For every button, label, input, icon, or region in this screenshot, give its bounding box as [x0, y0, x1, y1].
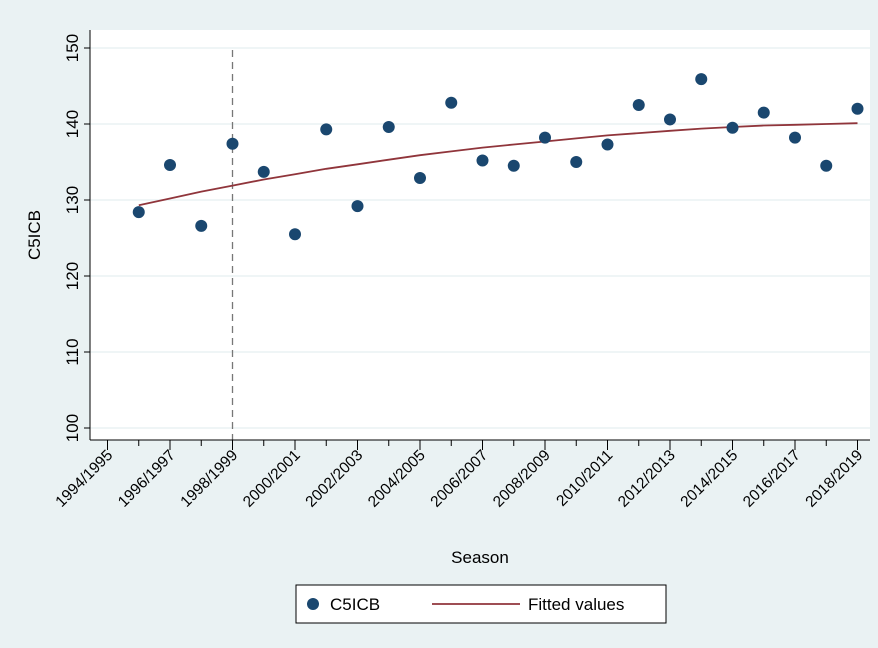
- data-point-2005: [445, 96, 458, 109]
- y-tick-label-140: 140: [63, 110, 82, 138]
- legend-marker-c5icb: [307, 598, 319, 610]
- data-point-2015: [757, 106, 770, 119]
- y-tick-label-120: 120: [63, 262, 82, 290]
- data-point-2009: [570, 156, 583, 168]
- legend-label-c5icb: C5ICB: [330, 595, 380, 614]
- data-point-2000: [289, 228, 301, 241]
- legend-label-fitted: Fitted values: [528, 595, 624, 614]
- y-axis-label: C5ICB: [25, 210, 44, 260]
- c5icb-points: [132, 73, 864, 241]
- data-point-2004: [414, 171, 426, 184]
- data-point-1996: [164, 159, 176, 172]
- y-tick-label-150: 150: [63, 34, 82, 62]
- y-axis: 100 110 120 130 140 150: [63, 30, 91, 442]
- plot-background: [90, 30, 870, 440]
- data-point-2014: [726, 121, 739, 134]
- data-point-2002: [351, 200, 364, 213]
- legend-box: [295, 584, 667, 624]
- data-point-2001: [320, 123, 333, 136]
- data-point-2018: [851, 102, 864, 115]
- y-tick-label-100: 100: [63, 414, 82, 442]
- data-point-2007: [507, 159, 520, 172]
- x-axis-label: Season: [451, 548, 509, 567]
- data-point-1998: [226, 137, 239, 150]
- data-point-2016: [789, 131, 801, 144]
- grid-lines: [90, 47, 870, 429]
- data-point-1995: [132, 206, 145, 219]
- y-tick-label-130: 130: [63, 186, 82, 214]
- data-point-2017: [820, 159, 833, 172]
- data-point-2010: [601, 138, 614, 151]
- data-point-1997: [195, 219, 208, 232]
- data-point-2012: [664, 113, 676, 126]
- data-point-1999: [257, 165, 270, 178]
- data-point-2003: [382, 121, 395, 134]
- data-point-2008: [539, 131, 551, 144]
- data-point-2011: [632, 99, 645, 111]
- data-point-2013: [695, 73, 708, 86]
- legend: C5ICB Fitted values: [295, 584, 667, 624]
- data-point-2006: [476, 154, 489, 167]
- y-tick-label-110: 110: [63, 338, 82, 365]
